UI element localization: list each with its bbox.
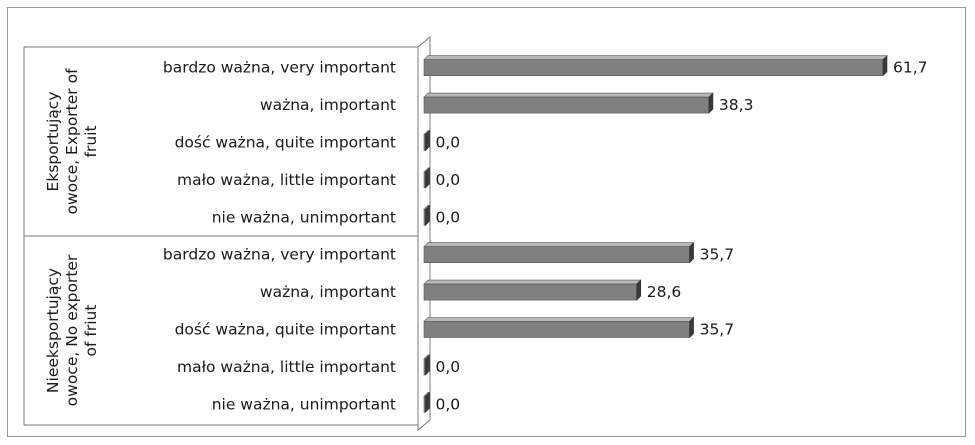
group-label-line: owoce, Exporter of [63,68,81,215]
bar-side [425,204,430,227]
data-label: 0,0 [436,171,461,189]
bar-side [689,241,694,264]
bar-side [636,279,642,301]
group-label-line: Eksportujący [44,92,62,192]
category-label: bardzo ważna, very important [163,59,396,77]
bar-top [423,55,888,61]
data-label: 0,0 [436,395,461,413]
bar [423,283,638,301]
group-label-line: Nieeksportujący [44,268,62,393]
category-label: dość ważna, quite important [175,321,396,339]
category-label: mało ważna, little important [177,358,396,376]
group-label: Nieeksportującyowoce, No exporterof friu… [44,254,100,406]
data-label: 35,7 [700,246,735,264]
category-label: nie ważna, unimportant [212,208,396,226]
bar-side [425,354,430,376]
bar [423,96,710,114]
bar-side [425,129,430,152]
data-label: 35,7 [700,321,735,339]
bar [423,246,690,263]
group-label: Eksportującyowoce, Exporter offruit [44,68,100,215]
data-label: 0,0 [436,358,461,376]
data-label: 0,0 [436,134,461,152]
data-label: 28,6 [647,283,682,301]
bar-top [423,92,714,98]
bar-top [423,242,695,247]
data-label: 38,3 [719,96,754,114]
bar-top [423,279,642,285]
category-label: bardzo ważna, very important [163,246,396,264]
bar-side [425,167,430,189]
data-label: 0,0 [436,208,461,226]
axis-wall [417,35,431,432]
category-label: ważna, important [260,283,396,301]
bar [423,321,690,338]
category-label: mało ważna, little important [177,171,396,189]
bar-top [423,317,695,322]
bar-side [425,391,430,414]
group-label-line: of friut [82,305,100,357]
bar-side [708,92,714,114]
category-label: ważna, important [260,96,396,114]
group-label-line: owoce, No exporter [63,254,81,406]
category-label: nie ważna, unimportant [212,395,396,413]
data-label: 61,7 [893,59,928,77]
bar-side [689,316,694,339]
group-label-line: fruit [82,125,100,157]
bar-side [882,54,888,77]
category-label: dość ważna, quite important [175,134,396,152]
bar [423,59,884,77]
chart-frame [7,7,966,437]
